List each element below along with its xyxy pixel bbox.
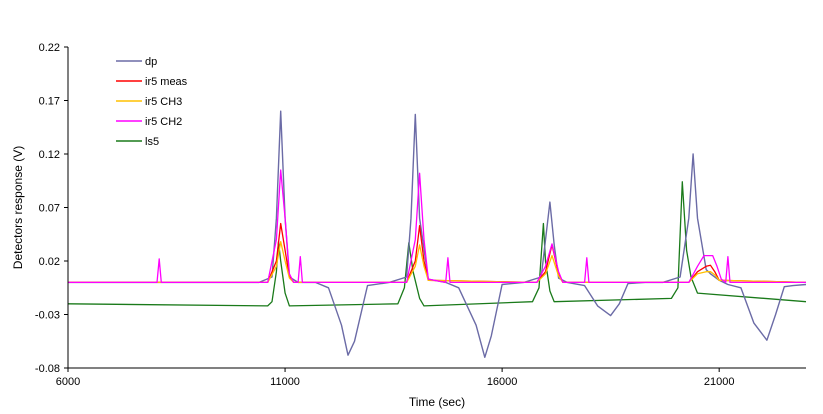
- x-ticks: 6000 11000 16000 21000: [56, 368, 735, 388]
- legend-label: ir5 CH3: [145, 96, 182, 108]
- series-line-ir5-ch3: [68, 241, 807, 284]
- x-tick-label: 6000: [56, 376, 80, 388]
- plot-lines: [67, 110, 807, 358]
- legend-label: ir5 CH2: [145, 116, 182, 128]
- y-tick-label: 0.02: [39, 256, 60, 268]
- series-line-ls5: [67, 181, 807, 307]
- legend-label: ir5 meas: [145, 76, 188, 88]
- axes: -0.08 -0.03 0.02 0.07 0.12 0.17 0.22 6000 11000…: [35, 42, 806, 388]
- y-tick-label: 0.12: [39, 149, 60, 161]
- x-axis-label: Time (sec): [409, 395, 465, 409]
- x-tick-label: 16000: [487, 376, 518, 388]
- legend: dp ir5 meas ir5 CH3 ir5 CH2 ls5: [116, 56, 188, 148]
- y-tick-label: -0.03: [35, 310, 60, 322]
- y-tick-label: -0.08: [35, 363, 60, 375]
- series-line-dp: [68, 110, 807, 358]
- series-line-ir5-ch2: [68, 169, 806, 284]
- y-tick-label: 0.22: [39, 42, 60, 54]
- series-line-ir5-meas: [68, 222, 807, 284]
- legend-label: dp: [145, 56, 157, 68]
- x-tick-label: 11000: [270, 376, 300, 388]
- y-ticks: -0.08 -0.03 0.02 0.07 0.12 0.17 0.22: [35, 42, 68, 375]
- legend-label: ls5: [145, 136, 159, 148]
- y-tick-label: 0.17: [39, 96, 60, 108]
- y-tick-label: 0.07: [39, 203, 60, 215]
- x-tick-label: 21000: [704, 376, 735, 388]
- y-axis-label: Detectors response (V): [11, 146, 25, 269]
